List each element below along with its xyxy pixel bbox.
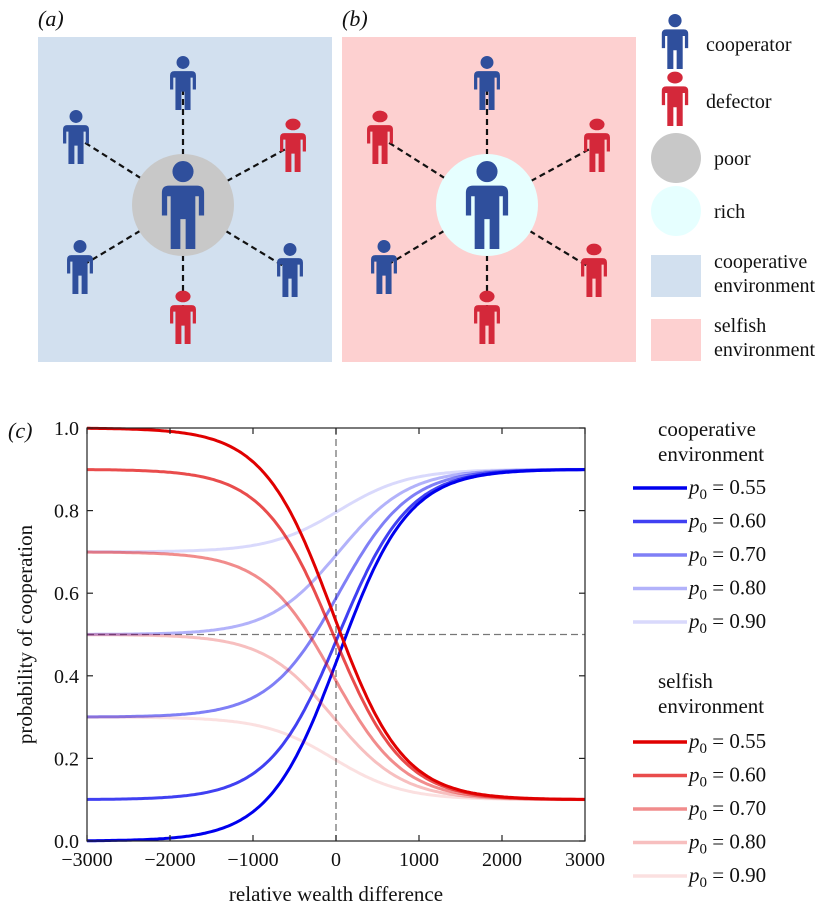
legend-entry-label: p0 = 0.80 <box>687 830 766 858</box>
legend-item-0: cooperator <box>661 14 792 69</box>
network-b <box>367 56 610 344</box>
legend-label: defector <box>706 91 772 113</box>
legend-group-title: environment <box>658 442 764 466</box>
legend-entry-label: p0 = 0.90 <box>687 609 766 637</box>
legend-box-swatch <box>651 255 701 297</box>
panel-c-label: (c) <box>8 418 32 443</box>
legend-label: environment <box>714 275 816 297</box>
legend-item-1: defector <box>661 71 772 126</box>
cooperator-person-icon <box>474 56 500 110</box>
series-line-1-4 <box>87 715 585 802</box>
panel-a-label: (a) <box>38 6 64 31</box>
x-tick-label: −3000 <box>61 849 112 871</box>
series-line-1-2 <box>87 550 585 801</box>
legend-label: selfish <box>714 315 766 337</box>
defector-person-icon <box>367 110 393 164</box>
y-tick-label: 0.2 <box>54 748 79 770</box>
legend-entry-label: p0 = 0.55 <box>687 729 766 757</box>
y-tick-label: 0.0 <box>54 831 79 853</box>
legend-entry-label: p0 = 0.70 <box>687 796 766 824</box>
legend-entry-label: p0 = 0.60 <box>687 509 766 537</box>
legend-entry-label: p0 = 0.80 <box>687 576 766 604</box>
defector-person-icon <box>280 118 306 172</box>
defector-person-icon <box>661 71 689 126</box>
x-axis-label: relative wealth difference <box>229 882 443 906</box>
cooperator-person-icon <box>371 240 397 294</box>
legend-label: environment <box>714 339 816 361</box>
y-axis-label: probability of cooperation <box>13 524 37 744</box>
cooperator-person-icon <box>170 56 196 110</box>
y-tick-label: 0.4 <box>54 666 79 688</box>
x-tick-label: 1000 <box>399 849 439 871</box>
defector-person-icon <box>581 243 607 297</box>
cooperator-person-icon <box>63 110 89 164</box>
legend-group-title: environment <box>658 694 764 718</box>
legend-label: poor <box>714 148 751 170</box>
legend-circle-swatch <box>651 133 701 183</box>
legend-group-title: cooperative <box>658 417 756 441</box>
defector-person-icon <box>170 290 196 344</box>
legend-circle-swatch <box>651 186 701 236</box>
legend-box-swatch <box>651 319 701 361</box>
y-tick-label: 0.6 <box>54 583 79 605</box>
legend-group-title: selfish <box>658 669 713 693</box>
legend-label: rich <box>714 201 745 223</box>
series-line-1-1 <box>87 468 586 801</box>
panel-b: (b) <box>342 6 636 362</box>
cooperator-person-icon <box>661 14 689 69</box>
legend-item-2: poor <box>651 133 751 183</box>
x-tick-label: 3000 <box>565 849 605 871</box>
cooperator-person-icon <box>277 243 303 297</box>
x-tick-label: −1000 <box>227 849 278 871</box>
panel-b-label: (b) <box>342 6 368 31</box>
x-tick-label: 0 <box>331 849 341 871</box>
network-a <box>63 56 306 344</box>
series-line-0-2 <box>87 468 585 719</box>
legend-entry-label: p0 = 0.70 <box>687 542 766 570</box>
cooperator-person-icon <box>161 161 205 249</box>
defector-person-icon <box>584 118 610 172</box>
panel-c: (c) −3000 −2000 −1000 0 1000 2000 3000 0.0 0.2 0.… <box>8 417 766 906</box>
series-line-0-4 <box>87 467 585 554</box>
legend-label: cooperator <box>706 34 792 56</box>
panel-a: (a) <box>38 6 332 362</box>
legend-item-3: rich <box>651 186 745 236</box>
series-line-1-3 <box>86 633 585 802</box>
legend-top: cooperatordefectorpoorrichcooperativeenv… <box>651 14 816 361</box>
x-tick-label: −2000 <box>144 849 195 871</box>
legend-label: cooperative <box>714 251 807 273</box>
legend-entry-label: p0 = 0.60 <box>687 763 766 791</box>
defector-person-icon <box>474 290 500 344</box>
y-tick-label: 0.8 <box>54 501 79 523</box>
legend-entry-label: p0 = 0.55 <box>687 475 766 503</box>
line-chart: −3000 −2000 −1000 0 1000 2000 3000 0.0 0.2 0.4 0.6… <box>13 418 605 906</box>
legend-entry-label: p0 = 0.90 <box>687 863 766 891</box>
cooperator-person-icon <box>67 240 93 294</box>
cooperator-person-icon <box>465 161 509 249</box>
x-tick-label: 2000 <box>482 849 522 871</box>
series-line-0-3 <box>87 467 586 636</box>
y-tick-label: 1.0 <box>54 418 79 440</box>
